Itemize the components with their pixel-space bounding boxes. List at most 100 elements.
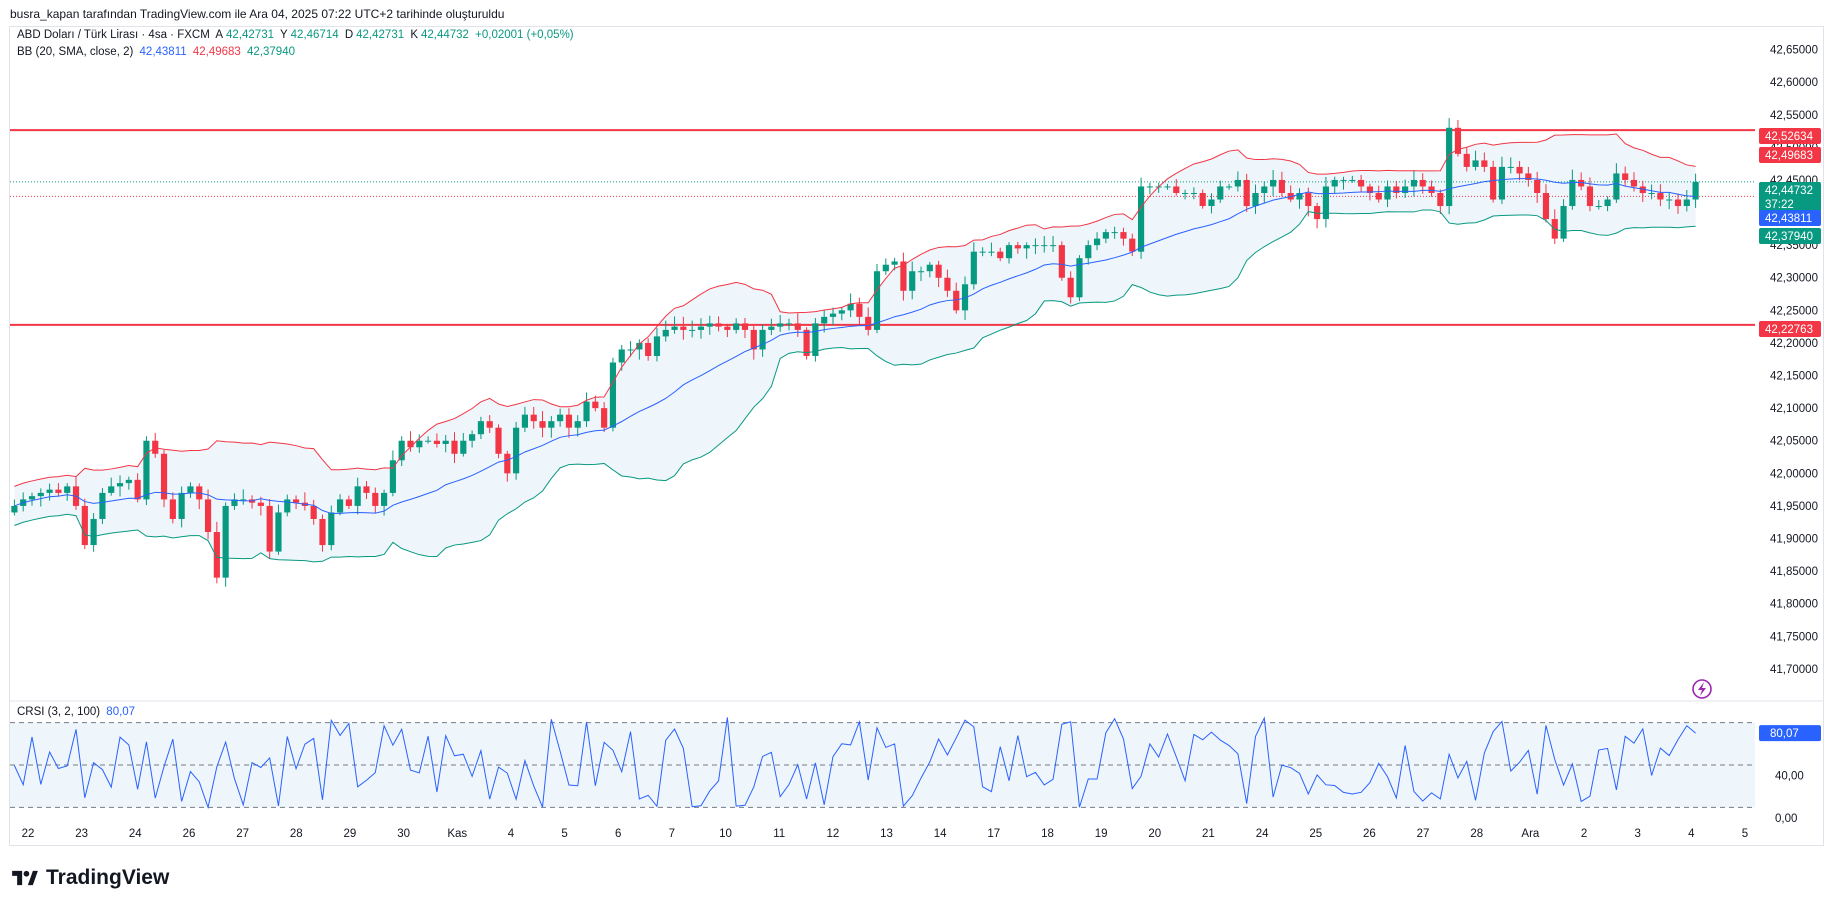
candle — [64, 483, 71, 501]
price-badge-label: 42,22763 — [1765, 324, 1813, 336]
candle-body — [336, 499, 344, 513]
candle — [1331, 176, 1338, 194]
candle-body — [178, 492, 185, 519]
candle-body — [266, 505, 273, 552]
candle-body — [935, 264, 942, 278]
candle — [1093, 232, 1101, 251]
candle — [777, 315, 784, 332]
candle-body — [1534, 179, 1541, 193]
candle — [530, 406, 537, 429]
candle — [1076, 255, 1083, 302]
candle — [160, 449, 168, 508]
candle-body — [116, 483, 124, 487]
candle — [1657, 184, 1664, 207]
candle — [1683, 189, 1690, 212]
change-value: +0,02001 (+0,05%) — [475, 29, 574, 41]
candle — [733, 318, 740, 334]
candle — [213, 521, 220, 584]
candle-body — [882, 264, 889, 272]
candle — [1622, 166, 1629, 186]
bb-basis-value: 42,43811 — [139, 46, 187, 58]
low-label: D — [344, 29, 354, 41]
candle — [1243, 173, 1250, 213]
candle-body — [733, 323, 740, 330]
price-badge: 42,49683 — [1759, 147, 1821, 163]
candle — [1525, 166, 1532, 187]
x-tick-label: 28 — [1470, 828, 1483, 840]
x-tick-label: 24 — [1256, 828, 1269, 840]
candle-body — [873, 271, 881, 330]
x-tick-label: 17 — [987, 828, 1000, 840]
candle — [697, 318, 705, 339]
y-tick-label: 42,20000 — [1770, 338, 1818, 350]
candle-body — [275, 512, 282, 552]
candle-body — [671, 326, 678, 330]
candle — [1410, 170, 1418, 197]
x-tick-label: 10 — [719, 828, 732, 840]
candle-body — [1542, 192, 1550, 220]
candle-body — [389, 460, 396, 493]
candle — [222, 502, 229, 587]
candle-body — [1586, 186, 1594, 207]
crsi-label[interactable]: CRSI (3, 2, 100) — [17, 706, 101, 718]
candle-body — [1252, 192, 1259, 207]
candle — [1604, 196, 1611, 212]
y-tick-label: 41,95000 — [1770, 501, 1818, 513]
candle — [1639, 180, 1646, 202]
candle — [125, 476, 132, 490]
x-tick-label: 27 — [1417, 828, 1430, 840]
candle-body — [645, 342, 652, 356]
candle — [548, 416, 555, 438]
candle-body — [865, 316, 872, 330]
candle — [1049, 235, 1057, 252]
candle — [1023, 242, 1030, 259]
bb-label[interactable]: BB (20, SMA, close, 2) — [17, 46, 134, 58]
candle-body — [891, 261, 898, 265]
candle-body — [1666, 199, 1673, 201]
candle — [319, 514, 326, 552]
flash-alert-icon[interactable] — [1692, 679, 1712, 699]
candle — [671, 316, 678, 334]
candle-body — [1419, 179, 1426, 187]
candle-body — [108, 486, 115, 493]
tradingview-logo[interactable]: TradingView — [10, 866, 169, 890]
candle-body — [618, 349, 625, 363]
candle-body — [495, 427, 502, 454]
candle-body — [944, 277, 951, 291]
candle-body — [530, 414, 537, 422]
candle-body — [46, 489, 53, 493]
candle-body — [803, 329, 810, 356]
candle — [292, 495, 300, 510]
candle-body — [1085, 245, 1092, 259]
y-tick-label: 41,75000 — [1770, 631, 1818, 643]
candle-body — [583, 401, 590, 422]
candle — [451, 432, 458, 464]
candle-body — [64, 486, 71, 493]
price-badge: 42,37940 — [1759, 228, 1821, 244]
x-tick-label: 3 — [1634, 828, 1640, 840]
price-badge-countdown: 37:22 — [1765, 199, 1794, 211]
price-badge: 42,44732 37:22 — [1759, 182, 1821, 212]
candle-body — [1014, 245, 1021, 249]
candle-body — [1613, 173, 1620, 200]
candle — [504, 450, 511, 482]
candle-body — [715, 323, 722, 327]
candle — [257, 496, 264, 516]
candle-body — [979, 251, 986, 253]
y-tick-label: 42,60000 — [1770, 77, 1818, 89]
candle-body — [1199, 192, 1206, 207]
candle — [46, 483, 53, 501]
crsi-y-tick-label: 0,00 — [1775, 813, 1797, 825]
candle — [574, 415, 581, 437]
candle-body — [1120, 232, 1127, 239]
candle — [741, 317, 749, 339]
symbol-name[interactable]: ABD Doları / Türk Lirası · 4sa · FXCM — [17, 29, 210, 41]
candle-body — [1243, 179, 1250, 207]
candle-body — [1305, 192, 1312, 207]
candle-body — [1093, 238, 1101, 246]
candle-body — [812, 323, 819, 356]
candle-body — [627, 349, 634, 351]
candle — [1595, 199, 1602, 210]
chart-caption: busra_kapan tarafından TradingView.com i… — [10, 7, 505, 21]
